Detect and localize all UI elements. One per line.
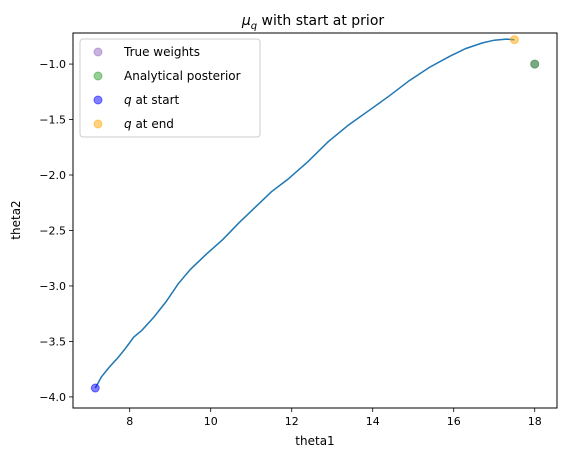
legend-box xyxy=(79,38,261,138)
legend-label-3: q at end xyxy=(124,117,174,131)
chart-title-rest: with start at prior xyxy=(257,13,384,29)
x-tick-label: 8 xyxy=(126,415,133,428)
y-tick-label: −2.5 xyxy=(39,224,66,237)
chart-title: μq with start at prior xyxy=(241,13,385,32)
x-axis-ticks: 8 10 12 14 16 18 xyxy=(126,408,542,428)
y-tick-label: −1.5 xyxy=(39,114,66,127)
scatter-point-3 xyxy=(509,35,519,45)
x-tick-label: 12 xyxy=(285,415,299,428)
x-axis-label: theta1 xyxy=(295,434,334,448)
x-tick-label: 16 xyxy=(447,415,461,428)
trajectory-line xyxy=(94,38,515,389)
x-tick-label: 14 xyxy=(366,415,380,428)
chart-title-subscript: q xyxy=(251,21,257,32)
legend-marker-0 xyxy=(93,47,103,57)
legend-marker-3 xyxy=(93,119,103,129)
legend-marker-2 xyxy=(93,95,103,105)
plot-area xyxy=(90,35,540,393)
y-tick-label: −2.0 xyxy=(39,169,66,182)
x-tick-label: 18 xyxy=(528,415,542,428)
y-tick-label: −4.0 xyxy=(39,391,66,404)
axes-frame xyxy=(72,32,558,409)
scatter-point-1 xyxy=(530,59,540,69)
y-tick-label: −3.5 xyxy=(39,335,66,348)
legend-marker-1 xyxy=(93,71,103,81)
legend: True weights Analytical posterior q at sta… xyxy=(79,38,261,138)
y-axis-ticks: −4.0 −3.5 −3.0 −2.5 −2.0 −1.5 −1.0 xyxy=(39,58,73,404)
y-tick-label: −3.0 xyxy=(39,280,66,293)
legend-label-2: q at start xyxy=(124,93,180,107)
scatter-point-2 xyxy=(90,383,100,393)
x-tick-label: 10 xyxy=(204,415,218,428)
legend-label-1: Analytical posterior xyxy=(124,69,241,83)
y-axis-label: theta2 xyxy=(9,200,23,239)
legend-label-0: True weights xyxy=(123,45,200,59)
chart-title-mu: μ xyxy=(241,13,251,29)
y-tick-label: −1.0 xyxy=(39,58,66,71)
